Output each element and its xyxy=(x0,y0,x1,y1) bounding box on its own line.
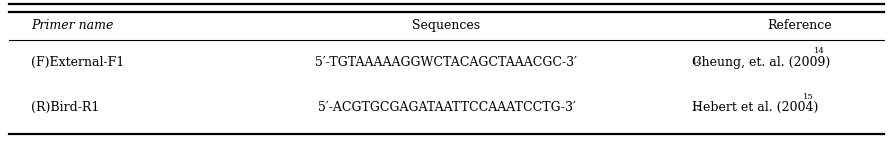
Text: Cheung, et. al. (2009): Cheung, et. al. (2009) xyxy=(692,56,830,69)
Text: 14: 14 xyxy=(814,47,825,55)
Text: Primer name: Primer name xyxy=(31,19,113,32)
Text: 14: 14 xyxy=(692,59,703,66)
Text: 5′-TGTAAAAAGGWCTACAGCTAAACGC-3′: 5′-TGTAAAAAGGWCTACAGCTAAACGC-3′ xyxy=(315,56,578,69)
Text: (R)Bird-R1: (R)Bird-R1 xyxy=(31,101,100,114)
Text: 15: 15 xyxy=(803,93,814,101)
Text: 15: 15 xyxy=(692,104,703,112)
Text: 5′-ACGTGCGAGATAATTCCAAATCCTG-3′: 5′-ACGTGCGAGATAATTCCAAATCCTG-3′ xyxy=(318,101,575,114)
Text: Reference: Reference xyxy=(767,19,831,32)
Text: (F)External-F1: (F)External-F1 xyxy=(31,56,124,69)
Text: Sequences: Sequences xyxy=(413,19,480,32)
Text: Hebert et al. (2004): Hebert et al. (2004) xyxy=(692,101,819,114)
